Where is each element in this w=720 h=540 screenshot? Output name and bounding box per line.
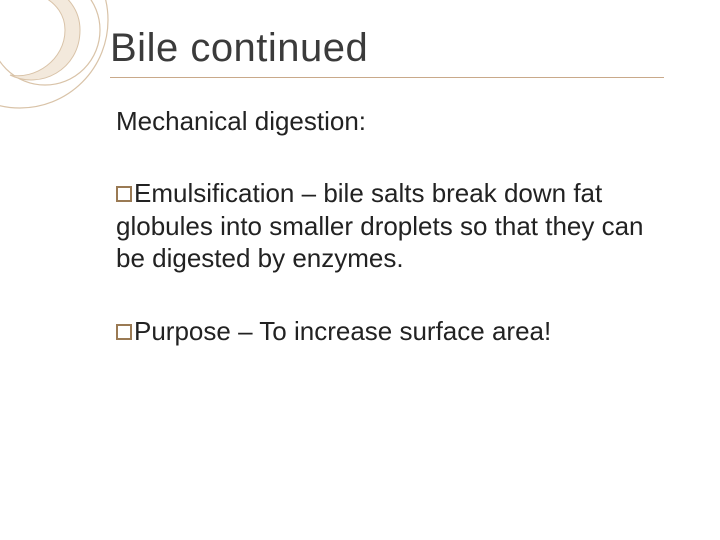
- bullet-square-icon: [116, 186, 132, 202]
- slide-title: Bile continued: [110, 26, 664, 71]
- bullet-square-icon: [116, 324, 132, 340]
- title-underline: [110, 77, 664, 78]
- bullet-term: Emulsification: [134, 178, 294, 208]
- slide-content: Bile continued Mechanical digestion: Emu…: [0, 0, 720, 540]
- bullet-item: Emulsification – bile salts break down f…: [116, 177, 664, 275]
- slide-subtitle: Mechanical digestion:: [116, 106, 664, 137]
- bullet-term: Purpose: [134, 316, 231, 346]
- bullet-item: Purpose – To increase surface area!: [116, 315, 664, 348]
- bullet-text: – To increase surface area!: [231, 316, 551, 346]
